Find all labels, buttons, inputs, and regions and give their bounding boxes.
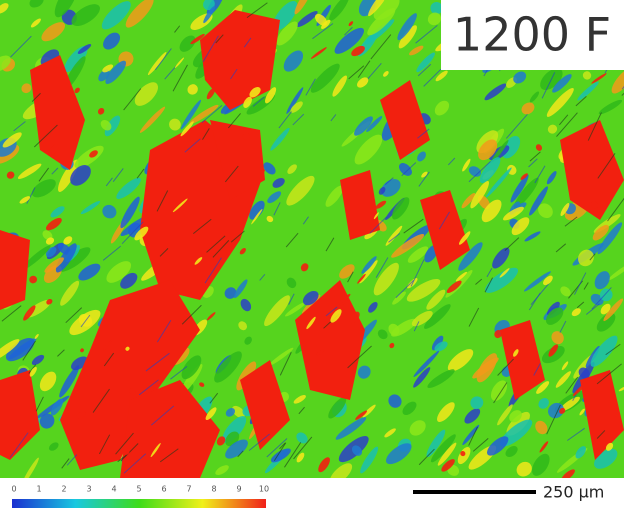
- page: 1200 F 012345678910 250 µm (() => { cons…: [0, 0, 624, 508]
- colorbar-tick-label: 6: [161, 485, 166, 494]
- colorbar-tick-label: 10: [259, 485, 269, 494]
- colorbar-tick-label: 1: [36, 485, 41, 494]
- colorbar-tick-label: 0: [11, 485, 16, 494]
- sample-label: 1200 F: [453, 8, 611, 62]
- colorbar-tick-label: 7: [186, 485, 191, 494]
- colorbar-tick-label: 3: [86, 485, 91, 494]
- colorbar-gradient: [12, 499, 266, 508]
- colorbar-tick-label: 2: [61, 485, 66, 494]
- micrograph-figure: 1200 F 0 1 2 3 4 5 6 7 8 9 10 250 µm: [0, 0, 624, 508]
- colorbar-tick-label: 5: [136, 485, 141, 494]
- colorbar-tick-label: 8: [211, 485, 216, 494]
- orientation-map: [0, 0, 624, 488]
- colorbar-tick-label: 4: [111, 485, 116, 494]
- colorbar-tick-label: 9: [236, 485, 241, 494]
- scale-bar-label: 250 µm: [543, 483, 604, 502]
